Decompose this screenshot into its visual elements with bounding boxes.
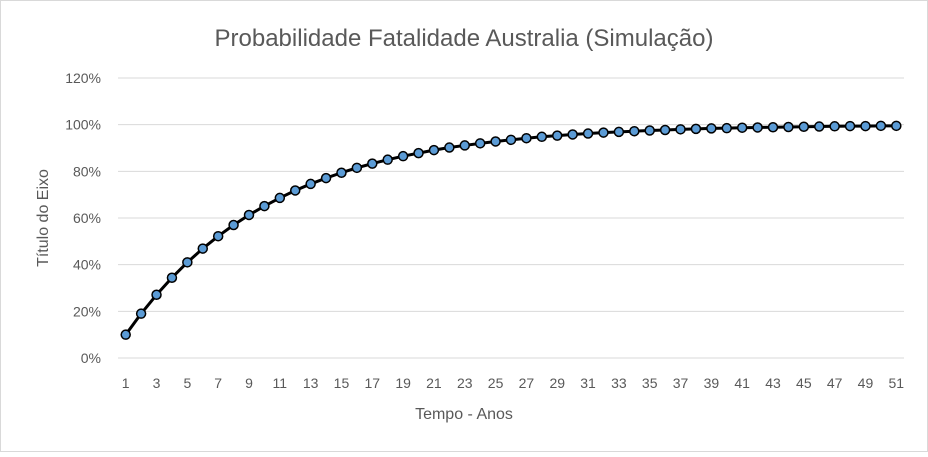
data-point — [844, 120, 856, 132]
data-point — [336, 167, 347, 178]
y-tick-label: 120% — [65, 70, 101, 86]
y-tick-label: 100% — [65, 117, 101, 133]
x-tick-label: 23 — [457, 375, 473, 391]
data-point — [289, 185, 301, 196]
x-tick-label: 25 — [488, 375, 504, 391]
x-tick-label: 27 — [519, 375, 535, 391]
data-point — [151, 289, 162, 301]
x-tick-label: 5 — [183, 375, 191, 391]
data-point — [274, 192, 286, 204]
data-point — [736, 122, 748, 133]
x-tick-label: 49 — [858, 375, 874, 391]
data-point — [505, 134, 517, 146]
data-point — [182, 257, 193, 268]
y-tick-label: 40% — [73, 257, 101, 273]
data-point — [243, 209, 255, 221]
x-tick-label: 33 — [611, 375, 627, 391]
data-point — [891, 120, 902, 132]
data-point — [536, 131, 548, 143]
data-point — [875, 120, 887, 132]
x-tick-label: 9 — [245, 375, 253, 391]
data-point — [629, 125, 640, 137]
data-point — [567, 129, 578, 140]
chart-title: Probabilidade Fatalidade Australia (Simu… — [215, 25, 714, 52]
x-tick-label: 3 — [153, 375, 161, 391]
x-tick-label: 11 — [273, 375, 288, 391]
x-tick-label: 21 — [426, 375, 442, 391]
data-point — [598, 127, 609, 138]
data-point — [320, 172, 332, 184]
data-point — [783, 121, 794, 133]
data-point — [521, 132, 532, 144]
x-tick-label: 19 — [395, 375, 411, 391]
data-point — [613, 126, 625, 138]
data-point — [706, 123, 717, 134]
x-tick-label: 43 — [765, 375, 781, 391]
x-tick-label: 47 — [827, 375, 843, 391]
data-point — [166, 272, 178, 283]
data-point — [382, 154, 393, 165]
data-point — [474, 138, 486, 149]
data-point — [582, 128, 594, 139]
data-point — [197, 243, 209, 254]
data-point — [752, 122, 763, 133]
data-point — [305, 178, 316, 190]
x-tick-label: 29 — [549, 375, 565, 391]
x-tick-label: 1 — [122, 375, 130, 391]
data-point — [551, 130, 563, 141]
data-point — [459, 140, 471, 151]
data-point — [659, 124, 671, 136]
x-tick-label: 51 — [889, 375, 905, 391]
x-tick-label: 45 — [796, 375, 812, 391]
data-point — [675, 124, 686, 135]
x-tick-label: 15 — [334, 375, 350, 391]
data-point — [367, 158, 378, 169]
x-tick-label: 35 — [642, 375, 658, 391]
data-point — [860, 120, 871, 132]
data-point — [428, 144, 440, 156]
y-axis-title: Título do Eixo — [35, 169, 52, 267]
data-point — [690, 123, 702, 135]
data-point — [120, 329, 131, 340]
data-point — [644, 125, 655, 136]
data-point — [444, 142, 455, 153]
data-point — [259, 200, 270, 212]
x-tick-label: 7 — [214, 375, 222, 391]
data-point — [813, 121, 825, 132]
data-point — [228, 219, 239, 231]
x-tick-label: 13 — [303, 375, 319, 391]
data-point — [397, 150, 409, 162]
y-tick-label: 0% — [81, 350, 101, 366]
data-point — [721, 122, 733, 134]
data-point — [135, 308, 147, 319]
y-tick-label: 80% — [73, 163, 101, 179]
data-point — [490, 136, 501, 147]
x-axis-title: Tempo - Anos — [415, 406, 513, 423]
data-point — [829, 121, 840, 132]
data-point — [767, 121, 779, 133]
x-tick-label: 37 — [673, 375, 689, 391]
data-point — [351, 162, 363, 174]
x-tick-label: 39 — [704, 375, 720, 391]
x-tick-label: 41 — [734, 375, 750, 391]
x-tick-label: 17 — [365, 375, 381, 391]
data-point — [212, 230, 224, 242]
x-tick-label: 31 — [580, 375, 596, 391]
data-point — [798, 121, 810, 133]
data-point — [413, 147, 424, 159]
y-tick-label: 60% — [73, 210, 101, 226]
y-tick-label: 20% — [73, 303, 101, 319]
